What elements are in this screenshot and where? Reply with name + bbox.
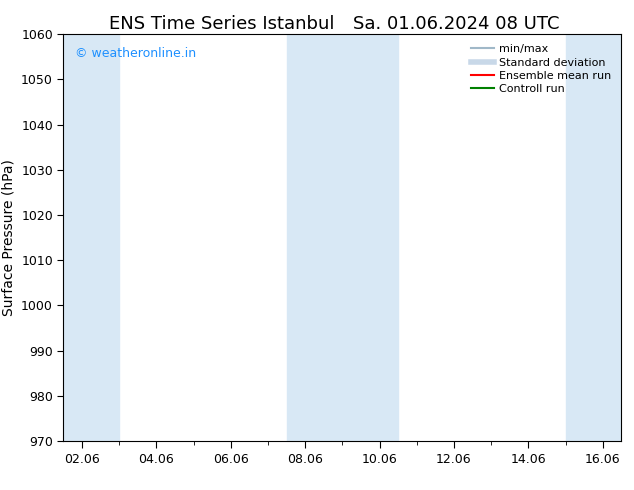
Text: ENS Time Series Istanbul: ENS Time Series Istanbul xyxy=(109,15,335,33)
Text: © weatheronline.in: © weatheronline.in xyxy=(75,47,196,59)
Bar xyxy=(63,34,119,441)
Bar xyxy=(287,34,398,441)
Text: Sa. 01.06.2024 08 UTC: Sa. 01.06.2024 08 UTC xyxy=(353,15,560,33)
Y-axis label: Surface Pressure (hPa): Surface Pressure (hPa) xyxy=(1,159,16,316)
Bar xyxy=(566,34,621,441)
Legend: min/max, Standard deviation, Ensemble mean run, Controll run: min/max, Standard deviation, Ensemble me… xyxy=(467,40,616,99)
